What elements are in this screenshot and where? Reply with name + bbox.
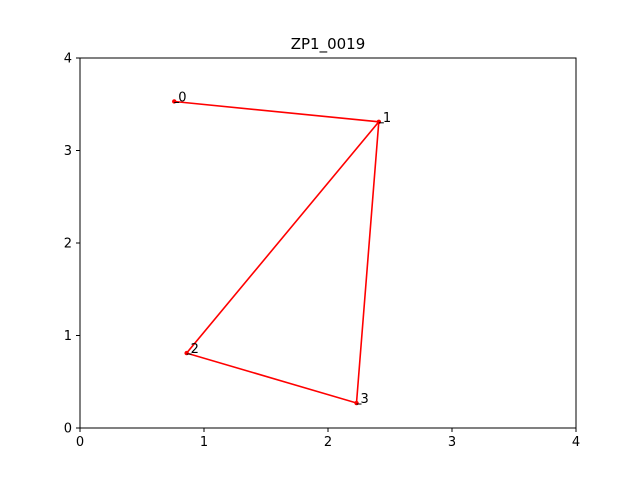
y-tick-label: 3 [64,144,72,159]
point-label-2: 2 [191,342,199,357]
chart-title: ZP1_0019 [291,35,366,54]
data-point-0 [172,99,177,104]
y-axis-ticks: 0 1 2 3 4 [64,52,80,437]
data-point-1 [376,119,382,125]
y-tick-label: 1 [64,329,72,344]
y-tick-label: 4 [64,52,72,67]
x-tick-label: 4 [572,435,580,450]
y-tick-label: 2 [64,237,72,252]
data-point-2 [184,350,189,356]
plot-frame [79,57,577,429]
point-label-1: 1 [383,111,391,126]
point-label-0: 0 [178,90,186,105]
x-tick-label: 3 [448,435,456,450]
x-tick-label: 2 [324,435,332,450]
y-tick-label: 0 [64,422,72,437]
point-label-3: 3 [361,392,369,407]
x-tick-label: 1 [200,435,208,450]
x-axis-ticks: 0 1 2 3 4 [76,428,580,450]
x-tick-label: 0 [76,435,84,450]
series-layer: 0 1 2 3 [172,90,391,407]
data-point-3 [354,400,359,406]
